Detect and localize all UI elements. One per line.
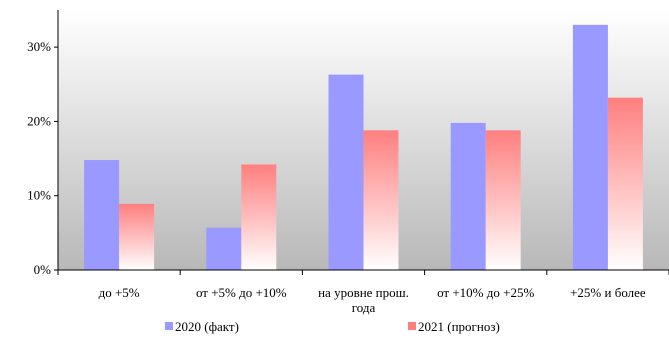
bar-2-2 — [241, 164, 277, 270]
x-category-label: от +5% до +10% — [196, 285, 287, 300]
bar-1-1 — [84, 160, 120, 270]
bar-2-3 — [363, 130, 399, 270]
bar-1-3 — [328, 74, 364, 270]
legend-swatch-2 — [408, 322, 416, 330]
x-category-label: +25% и более — [570, 285, 646, 300]
axis-layer: 0% 10% 20% 30% до +5% от +5% до +10% на уровне… — [27, 39, 669, 315]
y-tick-label: 30% — [27, 39, 51, 54]
x-category-label: от +10% до +25% — [437, 285, 534, 300]
bar-1-2 — [206, 227, 242, 270]
legend: 2020 (факт) 2021 (прогноз) — [165, 319, 500, 334]
bar-1-4 — [450, 122, 486, 271]
bars-layer — [84, 24, 643, 271]
bar-2-4 — [485, 130, 521, 270]
bar-1-5 — [572, 24, 608, 270]
bar-2-1 — [119, 203, 155, 270]
bar-2-5 — [607, 97, 643, 271]
x-category-label: на уровне прош. — [318, 285, 409, 300]
legend-label-1: 2020 (факт) — [175, 319, 239, 334]
x-category-label: до +5% — [99, 285, 140, 300]
legend-label-2: 2021 (прогноз) — [418, 319, 500, 334]
x-category-label: года — [352, 300, 376, 315]
y-tick-label: 10% — [27, 188, 51, 203]
legend-swatch-1 — [165, 322, 173, 330]
y-tick-label: 0% — [34, 262, 52, 277]
y-tick-label: 20% — [27, 113, 51, 128]
